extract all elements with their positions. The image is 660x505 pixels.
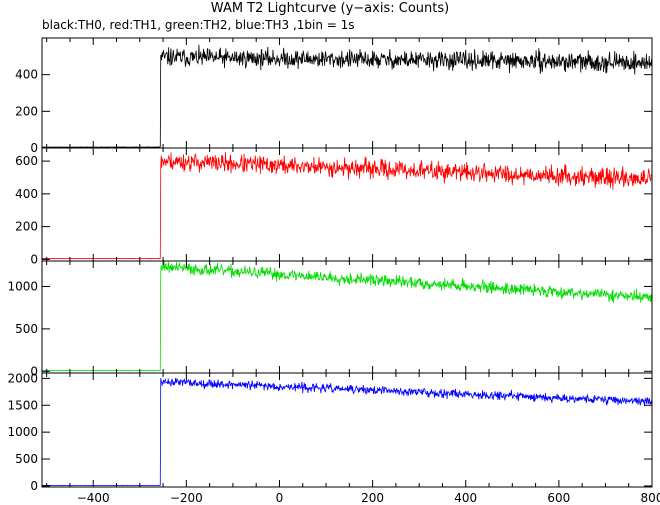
- y-tick-label: 500: [15, 322, 38, 336]
- panel-frame: [41, 372, 653, 488]
- y-tick-label: 1000: [7, 425, 38, 439]
- x-tick-label: −400: [77, 491, 110, 505]
- y-tick-label: 0: [30, 364, 38, 378]
- series-th3: [41, 377, 653, 486]
- x-tick-label: 600: [547, 491, 570, 505]
- x-tick-label: 0: [276, 491, 284, 505]
- series-th0: [41, 44, 653, 148]
- y-tick-label: 1500: [7, 398, 38, 412]
- x-tick-label: −200: [170, 491, 203, 505]
- y-tick-label: 1000: [7, 279, 38, 293]
- y-tick-label: 2000: [7, 371, 38, 385]
- x-tick-label: 800: [641, 491, 660, 505]
- series-th2: [41, 260, 653, 372]
- y-tick-label: 500: [15, 452, 38, 466]
- y-tick-label: 200: [15, 220, 38, 234]
- y-tick-label: 400: [15, 187, 38, 201]
- y-tick-label: 0: [30, 141, 38, 155]
- x-tick-label: 400: [454, 491, 477, 505]
- y-tick-label: 200: [15, 104, 38, 118]
- y-tick-label: 0: [30, 479, 38, 493]
- series-th1: [41, 152, 653, 260]
- chart-title: WAM T2 Lightcurve (y−axis: Counts): [210, 1, 450, 16]
- x-tick-label: 200: [361, 491, 384, 505]
- y-tick-label: 600: [15, 154, 38, 168]
- y-tick-label: 0: [30, 252, 38, 266]
- chart-subtitle: black:TH0, red:TH1, green:TH2, blue:TH3 …: [42, 18, 355, 32]
- y-tick-label: 400: [15, 68, 38, 82]
